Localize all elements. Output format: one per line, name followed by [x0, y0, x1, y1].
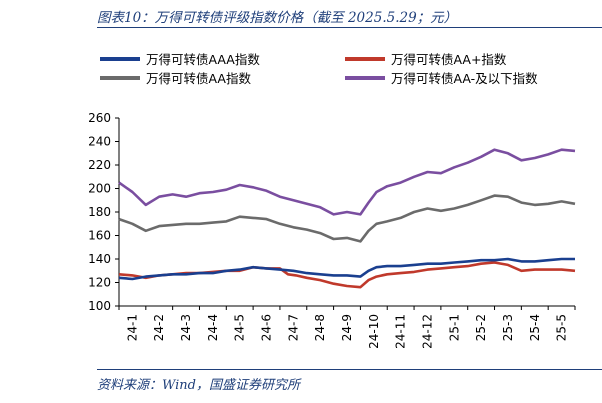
x-tick-label: 24-11 — [394, 314, 408, 349]
y-tick-label: 200 — [88, 182, 111, 196]
x-tick-label: 24-4 — [206, 314, 220, 341]
x-tick-label: 25-1 — [447, 314, 461, 341]
legend-label-1: 万得可转债AA+指数 — [391, 52, 507, 67]
x-tick-label: 24-3 — [179, 314, 193, 341]
plot-area: 100 120 140 160 180 200 220 240 260 24-1 24-2 24-3 2… — [88, 111, 576, 349]
x-tick-label: 24-1 — [125, 314, 139, 341]
source-note: 资料来源：Wind，国盛证券研究所 — [97, 378, 300, 393]
x-tick-label: 24-10 — [367, 314, 381, 349]
y-tick-label: 180 — [88, 205, 111, 219]
legend-label-0: 万得可转债AAA指数 — [146, 52, 260, 67]
chart-title: 图表10：万得可转债评级指数价格（截至 2025.5.29；元） — [97, 10, 458, 26]
x-tick-label: 25-3 — [501, 314, 515, 341]
y-tick-label: 100 — [88, 299, 111, 313]
series-line-2 — [118, 194, 576, 243]
y-tick-label: 140 — [88, 252, 111, 266]
title-divider — [97, 27, 602, 28]
x-tick-label: 25-2 — [474, 314, 488, 341]
x-tick-label: 24-2 — [152, 314, 166, 341]
x-tick-label: 24-5 — [233, 314, 247, 341]
x-tick-label: 24-12 — [420, 314, 434, 349]
y-tick-label: 260 — [88, 111, 111, 125]
x-tick-label: 24-9 — [340, 314, 354, 341]
x-tick-label: 24-8 — [313, 314, 327, 341]
series-line-0 — [118, 257, 575, 281]
series-line-3 — [118, 148, 576, 216]
legend-label-2: 万得可转债AA指数 — [146, 71, 251, 86]
legend-label-3: 万得可转债AA-及以下指数 — [391, 71, 538, 86]
y-tick-label: 120 — [88, 276, 111, 290]
y-tick-label: 240 — [88, 135, 111, 149]
x-tick-label: 25-4 — [528, 314, 542, 341]
x-tick-label: 24-7 — [286, 314, 300, 341]
source-divider — [97, 369, 602, 370]
y-tick-label: 220 — [88, 158, 111, 172]
x-tick-label: 24-6 — [260, 314, 274, 341]
y-tick-label: 160 — [88, 229, 111, 243]
x-tick-label: 25-5 — [555, 314, 569, 341]
